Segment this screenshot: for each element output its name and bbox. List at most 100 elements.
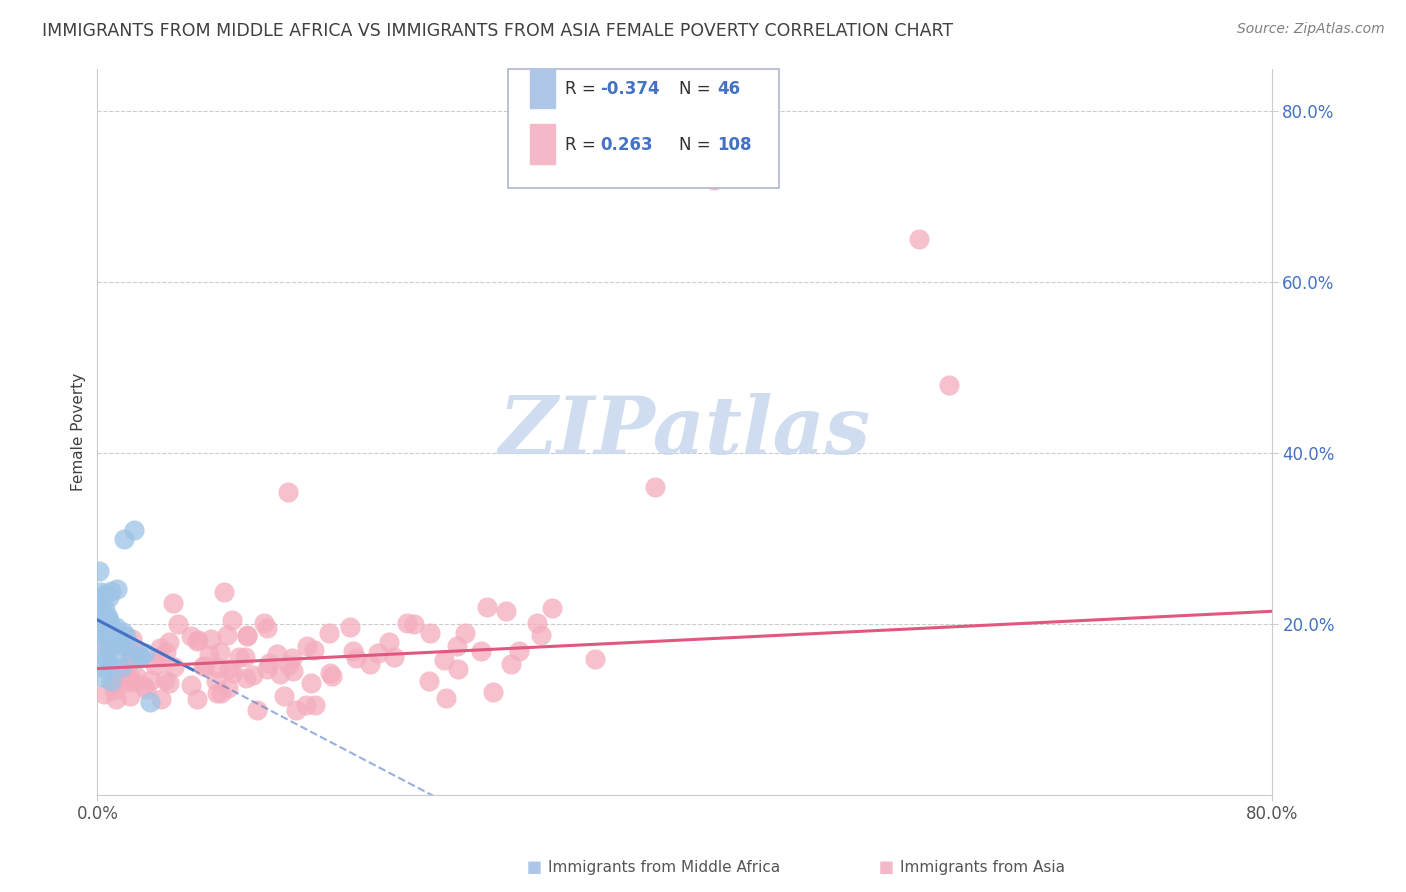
Point [583, 652, 606, 666]
Point [218, 662, 240, 676]
Point [97, 609, 120, 624]
Point [112, 532, 135, 546]
Point [186, 692, 208, 706]
Text: R =: R = [565, 136, 600, 153]
Point [89, 645, 111, 659]
Point [91, 670, 114, 684]
Text: Immigrants from Middle Africa: Immigrants from Middle Africa [548, 860, 780, 874]
Point [382, 650, 405, 665]
Point [208, 645, 231, 659]
Point [87, 565, 110, 579]
Point [111, 659, 134, 673]
Point [256, 662, 278, 676]
Point [139, 673, 162, 687]
Point [120, 689, 142, 703]
Point [526, 616, 548, 631]
Point [157, 676, 180, 690]
Point [115, 675, 138, 690]
Point [344, 651, 367, 665]
Point [124, 646, 146, 660]
Point [703, 172, 725, 186]
Point [103, 676, 125, 690]
Point [112, 639, 135, 653]
Point [167, 616, 190, 631]
Point [217, 628, 239, 642]
Point [125, 669, 148, 683]
Point [378, 635, 401, 649]
Point [205, 673, 228, 688]
Point [342, 644, 364, 658]
Point [100, 584, 122, 599]
Text: N =: N = [679, 136, 716, 153]
Point [94, 623, 117, 637]
Point [207, 686, 229, 700]
Point [93, 687, 115, 701]
Point [938, 377, 960, 392]
Point [94, 648, 117, 663]
Point [97, 657, 120, 671]
Point [246, 703, 269, 717]
Point [155, 645, 177, 659]
Point [454, 626, 477, 640]
Point [97, 614, 120, 628]
Point [418, 626, 440, 640]
Point [418, 673, 440, 688]
Point [112, 624, 135, 639]
Point [207, 661, 229, 675]
Point [304, 698, 326, 713]
Point [97, 590, 120, 604]
Text: 46: 46 [717, 80, 741, 98]
Point [236, 628, 259, 642]
Point [94, 623, 117, 637]
Point [103, 639, 125, 653]
Point [94, 602, 117, 616]
Point [139, 695, 162, 709]
Point [90, 585, 112, 599]
Point [908, 232, 931, 246]
Point [482, 685, 505, 699]
Point [135, 682, 157, 697]
Point [105, 619, 128, 633]
Point [470, 644, 492, 658]
Text: ▪: ▪ [526, 855, 543, 879]
Point [221, 613, 243, 627]
Point [212, 584, 235, 599]
Point [153, 673, 176, 687]
Point [180, 678, 202, 692]
Point [236, 629, 259, 643]
Point [299, 676, 322, 690]
Point [101, 633, 124, 648]
Point [93, 606, 115, 620]
Point [499, 657, 522, 672]
FancyBboxPatch shape [509, 69, 779, 188]
Point [273, 689, 295, 703]
Text: 108: 108 [717, 136, 752, 153]
Point [128, 651, 150, 665]
Text: ZIPatlas: ZIPatlas [499, 393, 870, 471]
Text: R =: R = [565, 80, 600, 98]
Point [98, 640, 121, 655]
Point [157, 634, 180, 648]
Point [91, 627, 114, 641]
Point [253, 615, 276, 630]
Point [120, 649, 142, 664]
Point [319, 666, 342, 681]
Point [162, 596, 184, 610]
Point [108, 647, 131, 661]
Point [115, 668, 138, 682]
Point [98, 634, 121, 648]
Point [235, 672, 257, 686]
Point [284, 703, 307, 717]
Bar [530, 125, 555, 164]
Point [233, 649, 256, 664]
Point [277, 484, 299, 499]
Point [112, 673, 135, 687]
Point [269, 667, 291, 681]
Point [98, 617, 121, 632]
Point [402, 616, 425, 631]
Point [281, 651, 304, 665]
Point [277, 657, 299, 672]
Point [396, 616, 419, 631]
Point [228, 650, 250, 665]
Point [242, 668, 264, 682]
